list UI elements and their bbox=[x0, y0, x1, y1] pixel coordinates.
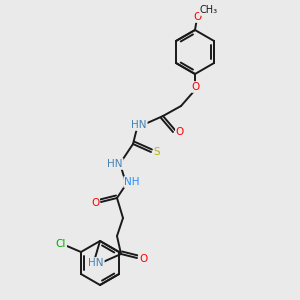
Text: CH₃: CH₃ bbox=[200, 5, 218, 15]
Text: NH: NH bbox=[124, 177, 140, 187]
Text: HN: HN bbox=[88, 258, 104, 268]
Text: O: O bbox=[176, 127, 184, 137]
Text: HN: HN bbox=[131, 120, 147, 130]
Text: O: O bbox=[192, 82, 200, 92]
Text: O: O bbox=[91, 198, 99, 208]
Text: HN: HN bbox=[107, 159, 123, 169]
Text: O: O bbox=[194, 12, 202, 22]
Text: Cl: Cl bbox=[56, 239, 66, 249]
Text: S: S bbox=[154, 147, 160, 157]
Text: O: O bbox=[139, 254, 147, 264]
